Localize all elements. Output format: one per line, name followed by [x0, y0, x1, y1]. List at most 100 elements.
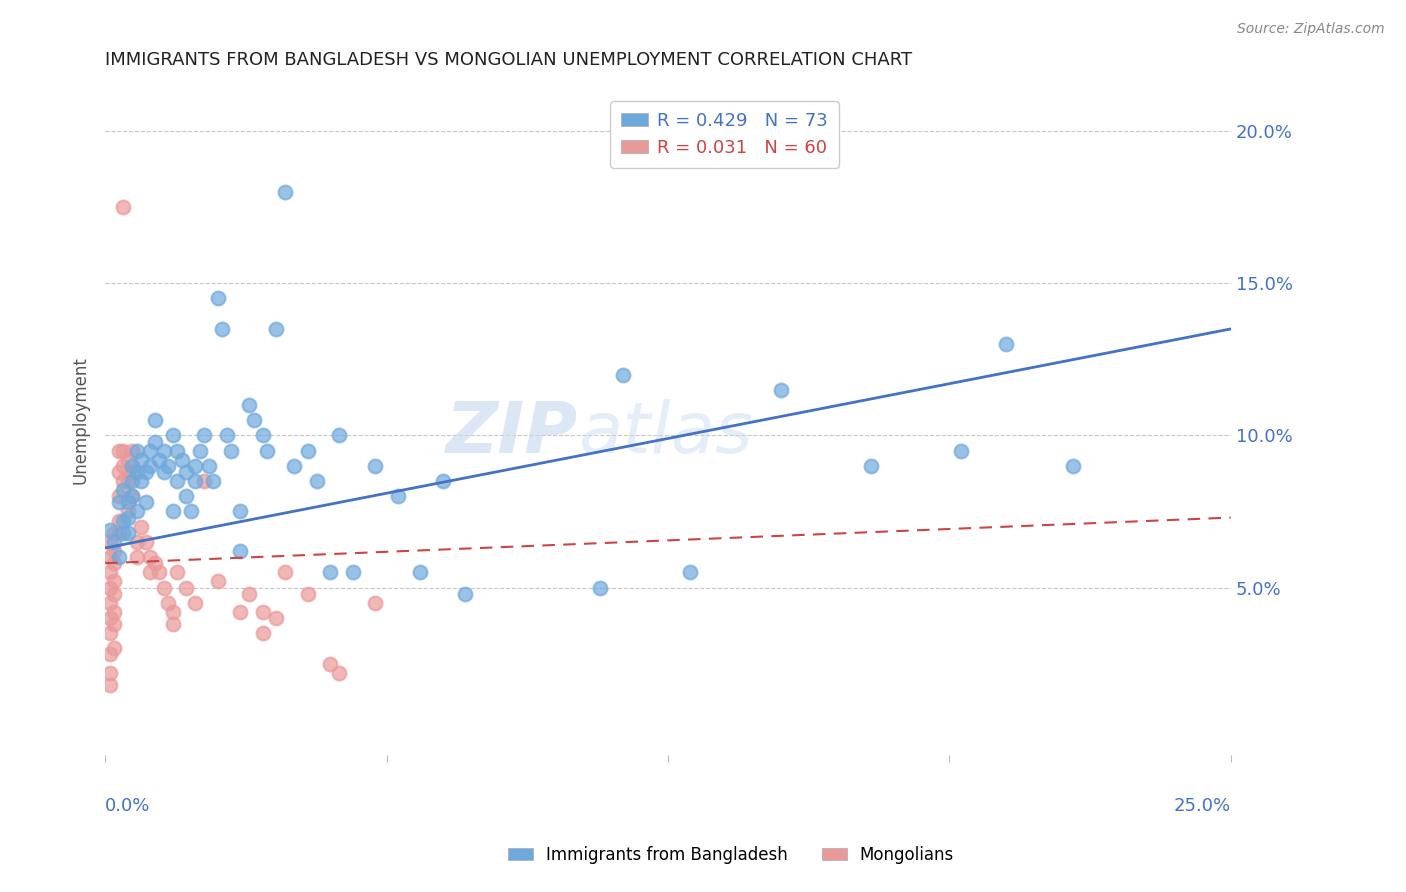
Point [129, 519, 152, 533]
Point [107, 489, 129, 503]
Point [193, 428, 215, 442]
Point [266, 322, 288, 336]
Point [432, 474, 454, 488]
Point [112, 483, 135, 498]
Point [139, 458, 162, 473]
Point [103, 556, 125, 570]
Point [174, 581, 197, 595]
Point [157, 458, 180, 473]
Point [679, 566, 702, 580]
Point [139, 443, 162, 458]
Point [148, 566, 170, 580]
Point [112, 514, 135, 528]
Point [107, 514, 129, 528]
Text: ZIP: ZIP [446, 399, 578, 468]
Point [98, 678, 121, 692]
Point [229, 544, 252, 558]
Point [252, 626, 274, 640]
Point [112, 525, 135, 540]
Point [103, 587, 125, 601]
Legend: Immigrants from Bangladesh, Mongolians: Immigrants from Bangladesh, Mongolians [502, 839, 960, 871]
Point [98, 581, 121, 595]
Point [219, 443, 242, 458]
Point [166, 566, 188, 580]
Point [125, 443, 148, 458]
Point [98, 611, 121, 625]
Point [107, 550, 129, 565]
Point [207, 574, 229, 589]
Point [859, 458, 882, 473]
Point [121, 489, 143, 503]
Text: 25.0%: 25.0% [1174, 797, 1230, 814]
Point [229, 504, 252, 518]
Point [103, 641, 125, 656]
Point [98, 535, 121, 549]
Point [112, 458, 135, 473]
Point [143, 413, 166, 427]
Point [129, 452, 152, 467]
Point [98, 566, 121, 580]
Point [409, 566, 432, 580]
Point [117, 474, 139, 488]
Point [328, 428, 350, 442]
Point [107, 495, 129, 509]
Point [121, 474, 143, 488]
Point [162, 617, 184, 632]
Point [117, 504, 139, 518]
Point [103, 574, 125, 589]
Point [117, 495, 139, 509]
Point [342, 566, 364, 580]
Point [266, 611, 288, 625]
Point [305, 474, 328, 488]
Point [215, 428, 238, 442]
Point [112, 200, 135, 214]
Point [98, 596, 121, 610]
Point [612, 368, 634, 382]
Point [1062, 458, 1084, 473]
Text: 0.0%: 0.0% [105, 797, 150, 814]
Point [107, 465, 129, 479]
Point [283, 458, 305, 473]
Point [135, 495, 157, 509]
Point [184, 458, 207, 473]
Point [193, 474, 215, 488]
Point [319, 657, 342, 671]
Point [103, 605, 125, 619]
Point [152, 581, 174, 595]
Text: IMMIGRANTS FROM BANGLADESH VS MONGOLIAN UNEMPLOYMENT CORRELATION CHART: IMMIGRANTS FROM BANGLADESH VS MONGOLIAN … [105, 51, 912, 69]
Point [162, 428, 184, 442]
Text: atlas: atlas [578, 399, 752, 468]
Point [121, 443, 143, 458]
Point [117, 525, 139, 540]
Point [166, 474, 188, 488]
Point [107, 525, 129, 540]
Point [207, 292, 229, 306]
Point [197, 458, 219, 473]
Point [98, 648, 121, 662]
Point [184, 596, 207, 610]
Legend: R = 0.429   N = 73, R = 0.031   N = 60: R = 0.429 N = 73, R = 0.031 N = 60 [610, 101, 838, 168]
Point [152, 465, 174, 479]
Point [328, 665, 350, 680]
Point [103, 617, 125, 632]
Point [139, 550, 162, 565]
Point [139, 566, 162, 580]
Point [135, 465, 157, 479]
Point [152, 443, 174, 458]
Point [98, 665, 121, 680]
Point [202, 474, 225, 488]
Point [994, 337, 1017, 351]
Point [162, 605, 184, 619]
Point [162, 504, 184, 518]
Point [157, 596, 180, 610]
Point [103, 535, 125, 549]
Point [364, 596, 387, 610]
Point [125, 465, 148, 479]
Point [387, 489, 409, 503]
Point [98, 523, 121, 537]
Point [238, 587, 260, 601]
Point [238, 398, 260, 412]
Point [148, 452, 170, 467]
Point [188, 443, 211, 458]
Point [121, 465, 143, 479]
